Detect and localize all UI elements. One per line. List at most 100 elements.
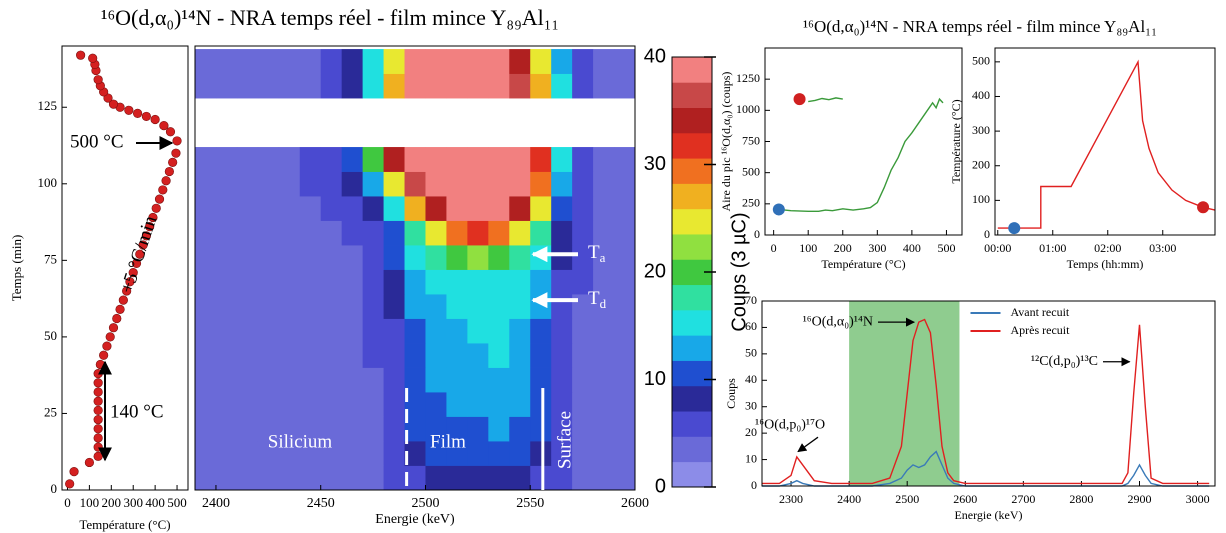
heat-cell — [488, 294, 510, 319]
x-tick-label: 400 — [145, 495, 165, 510]
heat-cell — [299, 147, 322, 172]
heat-cell — [362, 441, 384, 466]
y-axis-label: Coups — [724, 378, 738, 409]
y-tick-label: 300 — [972, 123, 990, 137]
heat-cell — [362, 147, 384, 172]
heat-cell — [551, 49, 573, 74]
heat-cell — [383, 441, 405, 466]
heat-cell — [278, 220, 301, 246]
heat-cell — [530, 147, 552, 172]
heat-cell — [341, 73, 364, 99]
y-tick-label: 750 — [742, 133, 760, 147]
x-axis-label: Temps (hh:mm) — [1067, 257, 1144, 271]
heat-cell — [614, 73, 636, 99]
colorbar-tick-label: 0 — [655, 475, 666, 497]
y-axis-label: Température (°C) — [949, 99, 963, 183]
heat-cell — [299, 73, 322, 99]
heat-cell — [320, 269, 343, 295]
heat-cell — [257, 147, 280, 172]
data-point — [171, 148, 181, 158]
heat-cell — [236, 73, 259, 99]
heat-cell — [320, 171, 343, 197]
heat-cell — [593, 269, 615, 295]
data-point — [84, 457, 94, 468]
heat-cell — [509, 416, 531, 442]
heat-cell — [195, 416, 217, 442]
heat-cell — [257, 220, 280, 246]
heat-cell — [530, 343, 552, 368]
colorbar-step — [672, 436, 712, 463]
heat-cell — [509, 343, 531, 368]
heat-cell — [257, 392, 280, 417]
heat-cell — [362, 465, 384, 491]
heat-cell — [530, 367, 552, 393]
heat-cell — [425, 392, 447, 417]
label-sub: a — [600, 250, 606, 265]
heat-cell — [362, 318, 384, 344]
heat-cell — [320, 465, 343, 491]
heat-cell — [614, 220, 636, 246]
x-tick-label: 03:00 — [1149, 241, 1176, 255]
heat-cell — [488, 367, 510, 393]
x-tick-label: 2500 — [895, 492, 919, 506]
y-tick-label: 200 — [972, 157, 990, 171]
y-tick-label: 500 — [972, 54, 990, 68]
heat-cell — [299, 196, 322, 221]
data-point — [93, 369, 103, 379]
heat-cell — [195, 318, 217, 344]
heat-cell — [215, 196, 238, 221]
x-tick-label: 300 — [123, 495, 143, 510]
heat-cell — [278, 318, 301, 344]
heat-cell — [530, 294, 552, 319]
data-point — [93, 451, 103, 461]
x-tick-label: 400 — [903, 241, 921, 255]
data-point — [93, 75, 103, 85]
heat-cell — [551, 73, 573, 99]
heat-cell — [593, 441, 615, 466]
heat-cell — [530, 465, 552, 491]
y-tick-label: 250 — [742, 196, 760, 210]
heat-cell — [236, 245, 259, 270]
data-point — [141, 111, 151, 122]
colorbar-step — [672, 234, 712, 260]
heat-cell — [362, 220, 384, 246]
heat-cell — [509, 245, 531, 270]
data-point — [154, 194, 165, 204]
heat-cell — [362, 367, 384, 393]
heat-cell — [572, 318, 594, 344]
heat-cell — [614, 147, 636, 172]
heat-cell — [195, 171, 217, 197]
heat-cell — [299, 465, 322, 491]
heat-cell — [383, 245, 405, 270]
heat-cell — [614, 367, 636, 393]
heat-cell — [257, 318, 280, 344]
data-point — [125, 277, 135, 287]
region-label: Silicium — [268, 431, 333, 452]
data-point — [131, 258, 142, 269]
data-point — [145, 222, 155, 232]
y-tick-label: 100 — [972, 192, 990, 206]
heat-cell — [404, 392, 426, 417]
heat-cell — [362, 269, 384, 295]
label-sub: d — [600, 296, 607, 311]
colorbar-step — [672, 132, 712, 159]
heat-cell — [425, 147, 447, 172]
heat-cell — [195, 367, 217, 393]
x-tick-label: 2900 — [1128, 492, 1152, 506]
heat-cell — [362, 171, 384, 197]
heat-cell — [341, 392, 364, 417]
colorbar-step — [672, 335, 712, 361]
y-tick-label: 75 — [44, 251, 57, 266]
heat-cell — [467, 343, 489, 368]
y-tick-label: 50 — [745, 346, 757, 360]
y-tick-label: 400 — [972, 88, 990, 102]
x-tick-label: 100 — [80, 495, 100, 510]
heat-cell — [467, 465, 489, 491]
heat-cell — [425, 343, 447, 368]
heat-cell — [236, 294, 259, 319]
colorbar-step — [672, 385, 712, 412]
heat-cell — [320, 196, 343, 221]
heat-cell — [278, 416, 301, 442]
heat-cell — [236, 318, 259, 344]
